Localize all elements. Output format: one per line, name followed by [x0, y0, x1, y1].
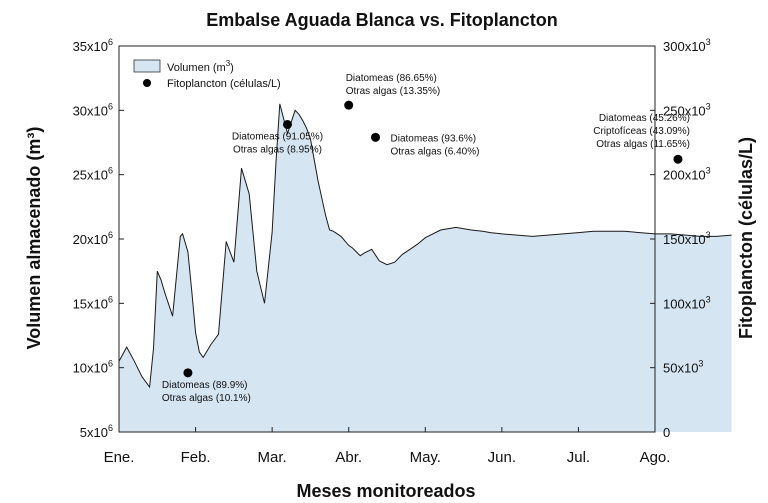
- left-tick-label: 15x106: [73, 294, 113, 311]
- volume-line: [118, 103, 732, 389]
- x-tick-label: Ago.: [640, 449, 671, 466]
- left-tick-label: 10x106: [73, 359, 113, 376]
- right-tick-label: 50x103: [663, 359, 703, 376]
- right-tick-label: 250x103: [663, 101, 711, 118]
- legend-point-marker: [143, 79, 151, 87]
- phyto-point: [673, 154, 683, 164]
- right-tick-label: 100x103: [663, 294, 711, 311]
- right-tick-label: 150x103: [663, 230, 711, 247]
- x-tick-label: Feb.: [181, 449, 211, 466]
- left-tick-label: 20x106: [73, 230, 113, 247]
- x-tick-label: May.: [410, 449, 441, 466]
- phyto-point: [344, 100, 354, 110]
- x-axis-title: Meses monitoreados: [296, 481, 475, 501]
- phyto-annotation: Otras algas (8.95%): [233, 144, 322, 155]
- legend: Volumen (m3) Fitoplancton (células/L): [133, 59, 281, 90]
- phyto-annotation: Otras algas (13.35%): [346, 86, 441, 97]
- left-tick-label: 25x106: [73, 166, 113, 183]
- x-tick-label: Mar.: [258, 449, 287, 466]
- phyto-annotation: Diatomeas (45.26%): [599, 113, 690, 124]
- phyto-point: [282, 119, 292, 129]
- volume-area: [119, 103, 732, 433]
- x-tick-label: Abr.: [335, 449, 362, 466]
- phyto-point: [183, 368, 193, 378]
- phyto-annotation: Diatomeas (89.9%): [162, 380, 248, 391]
- phyto-annotation: Diatomeas (86.65%): [346, 73, 437, 84]
- phyto-annotation: Otras algas (11.65%): [596, 139, 690, 150]
- phyto-annotation: Otras algas (6.40%): [391, 146, 480, 157]
- x-tick-label: Jul.: [567, 449, 590, 466]
- phyto-annotation: Criptofíceas (43.09%): [593, 126, 690, 137]
- legend-area-swatch: [133, 59, 161, 73]
- left-tick-label: 35x106: [73, 37, 113, 54]
- phyto-annotation: Otras algas (10.1%): [162, 393, 251, 404]
- left-tick-label: 5x106: [80, 423, 113, 440]
- right-tick-label: 200x103: [663, 166, 711, 183]
- legend-phyto-label: Fitoplancton (células/L): [167, 78, 281, 90]
- left-tick-label: 30x106: [73, 101, 113, 118]
- phyto-point: [371, 132, 381, 142]
- right-tick-label: 300x103: [663, 37, 711, 54]
- right-tick-label: 0: [663, 425, 670, 440]
- legend-volume-label: Volumen (m3): [167, 59, 234, 74]
- phyto-annotation: Diatomeas (91.05%): [232, 131, 323, 142]
- x-tick-label: Ene.: [104, 449, 135, 466]
- phyto-annotation: Diatomeas (93.6%): [391, 133, 477, 144]
- chart-title: Embalse Aguada Blanca vs. Fitoplancton: [206, 10, 557, 30]
- y-axis-title-left: Volumen almacenado (m³): [24, 127, 44, 350]
- x-tick-label: Jun.: [488, 449, 516, 466]
- y-axis-title-right: Fitoplancton (células/L): [736, 137, 756, 339]
